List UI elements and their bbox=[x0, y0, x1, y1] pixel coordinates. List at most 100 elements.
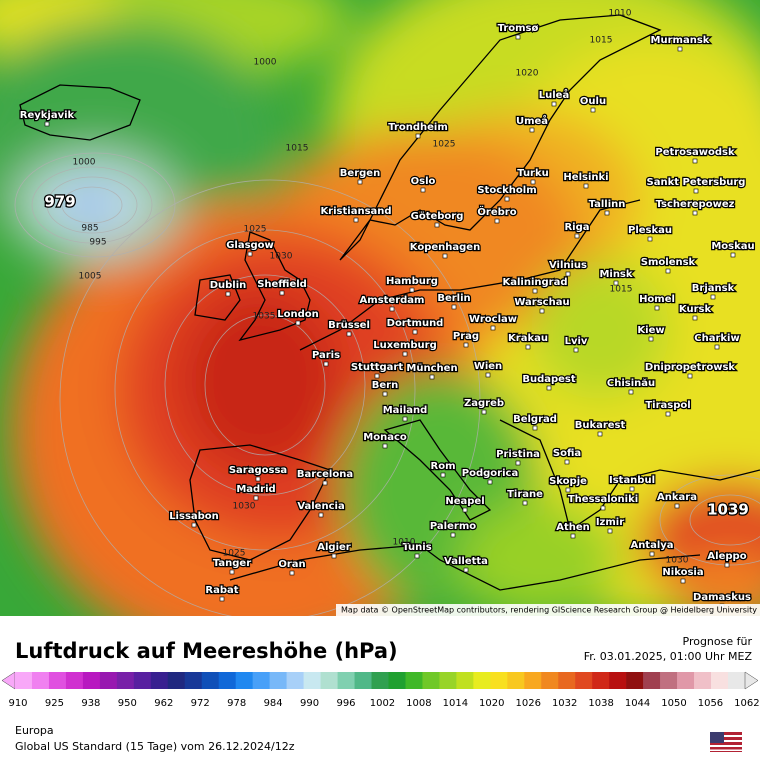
city-label: Aleppo bbox=[707, 551, 746, 562]
city-label: Glasgow bbox=[226, 240, 274, 251]
city-marker bbox=[647, 236, 653, 242]
city-marker bbox=[710, 294, 716, 300]
city-label: Saragossa bbox=[229, 465, 287, 476]
attribution: Map data © OpenStreetMap contributors, r… bbox=[341, 606, 757, 615]
city-label: Valencia bbox=[297, 501, 344, 512]
city-marker bbox=[539, 308, 545, 314]
city-marker bbox=[687, 373, 693, 379]
city-label: Stockholm bbox=[477, 185, 536, 196]
city-label: Oslo bbox=[411, 176, 436, 187]
colorbar-cell bbox=[269, 672, 287, 689]
city-label: Oulu bbox=[580, 96, 606, 107]
city-label: Mailand bbox=[383, 405, 428, 416]
city-marker bbox=[382, 443, 388, 449]
city-marker bbox=[692, 158, 698, 164]
colorbar-cell bbox=[303, 672, 321, 689]
city-label: Örebro bbox=[477, 204, 516, 218]
city-label: Pristina bbox=[496, 449, 540, 460]
city-marker bbox=[583, 183, 589, 189]
city-marker bbox=[229, 569, 235, 575]
colorbar-cell bbox=[388, 672, 406, 689]
city-label: Prag bbox=[453, 331, 479, 342]
colorbar-cell bbox=[371, 672, 389, 689]
city-label: Tanger bbox=[213, 558, 251, 569]
colorbar-tick-label: 972 bbox=[191, 698, 210, 709]
city-label: Algier bbox=[317, 542, 351, 553]
pressure-label: 995 bbox=[89, 238, 106, 248]
city-marker bbox=[253, 495, 259, 501]
city-label: Kopenhagen bbox=[410, 242, 480, 253]
city-marker bbox=[692, 210, 698, 216]
colorbar-cell bbox=[184, 672, 203, 689]
colorbar-cell bbox=[405, 672, 423, 689]
city-label: Kristiansand bbox=[320, 206, 391, 217]
city-label: Barcelona bbox=[297, 469, 353, 480]
city-label: Kiew bbox=[637, 325, 664, 336]
city-label: Thessaloniki bbox=[568, 494, 638, 505]
city-label: Monaco bbox=[363, 432, 407, 443]
city-label: Hamburg bbox=[386, 276, 438, 287]
city-label: Dublin bbox=[210, 280, 247, 291]
city-marker bbox=[295, 320, 301, 326]
colorbar-cell bbox=[558, 672, 576, 689]
colorbar-cell bbox=[116, 672, 135, 689]
city-marker bbox=[529, 127, 535, 133]
colorbar-cell bbox=[660, 672, 678, 689]
city-marker bbox=[346, 331, 352, 337]
city-marker bbox=[450, 532, 456, 538]
city-label: Tallinn bbox=[589, 199, 626, 210]
city-label: Bukarest bbox=[575, 420, 626, 431]
city-label: Rabat bbox=[205, 585, 238, 596]
city-label: Reykjavik bbox=[20, 110, 75, 121]
colorbar-cell bbox=[65, 672, 84, 689]
city-marker bbox=[693, 188, 699, 194]
city-label: Tirane bbox=[507, 489, 543, 500]
colorbar-tick-label: 984 bbox=[264, 698, 283, 709]
city-label: Sheffield bbox=[257, 279, 307, 290]
city-marker bbox=[429, 374, 435, 380]
colorbar-cell bbox=[82, 672, 101, 689]
city-marker bbox=[414, 553, 420, 559]
pressure-label: 1010 bbox=[393, 538, 416, 548]
city-marker bbox=[604, 210, 610, 216]
title: Luftdruck auf Meereshöhe (hPa) bbox=[15, 639, 398, 663]
city-label: Luleå bbox=[539, 88, 569, 101]
pressure-label: 1000 bbox=[73, 158, 96, 168]
model-run: Global US Standard (15 Tage) vom 26.12.2… bbox=[15, 740, 295, 753]
city-label: Brjansk bbox=[692, 283, 735, 294]
city-label: Damaskus bbox=[693, 592, 751, 603]
city-label: Dortmund bbox=[387, 318, 444, 329]
colorbar-tick-label: 996 bbox=[336, 698, 355, 709]
city-marker bbox=[570, 533, 576, 539]
city-marker bbox=[494, 218, 500, 224]
colorbar-cell bbox=[575, 672, 593, 689]
city-label: Stuttgart bbox=[351, 362, 404, 373]
city-marker bbox=[613, 280, 619, 286]
pressure-label: 1010 bbox=[609, 9, 632, 19]
city-label: Berlin bbox=[437, 293, 470, 304]
city-label: Lviv bbox=[565, 336, 588, 347]
city-marker bbox=[487, 479, 493, 485]
colorbar-cell bbox=[524, 672, 542, 689]
city-marker bbox=[412, 329, 418, 335]
city-label: Rom bbox=[431, 461, 456, 472]
city-marker bbox=[191, 522, 197, 528]
pressure-label: 1025 bbox=[433, 140, 456, 150]
colorbar-tick-label: 1008 bbox=[406, 698, 431, 709]
city-label: Homel bbox=[639, 294, 675, 305]
city-marker bbox=[551, 101, 557, 107]
city-marker bbox=[532, 288, 538, 294]
city-label: Podgorica bbox=[462, 468, 518, 479]
pressure-label: 985 bbox=[81, 224, 98, 234]
colorbar-cell bbox=[643, 672, 661, 689]
city-label: Pleskau bbox=[628, 225, 672, 236]
city-label: Tunis bbox=[402, 542, 431, 553]
colorbar-cell bbox=[456, 672, 474, 689]
city-marker bbox=[522, 500, 528, 506]
city-marker bbox=[724, 562, 730, 568]
pressure-label: 1030 bbox=[666, 556, 689, 566]
city-label: Charkiw bbox=[694, 333, 739, 344]
colorbar-cell bbox=[218, 672, 236, 689]
city-label: Trondheim bbox=[388, 122, 448, 133]
city-marker bbox=[654, 305, 660, 311]
